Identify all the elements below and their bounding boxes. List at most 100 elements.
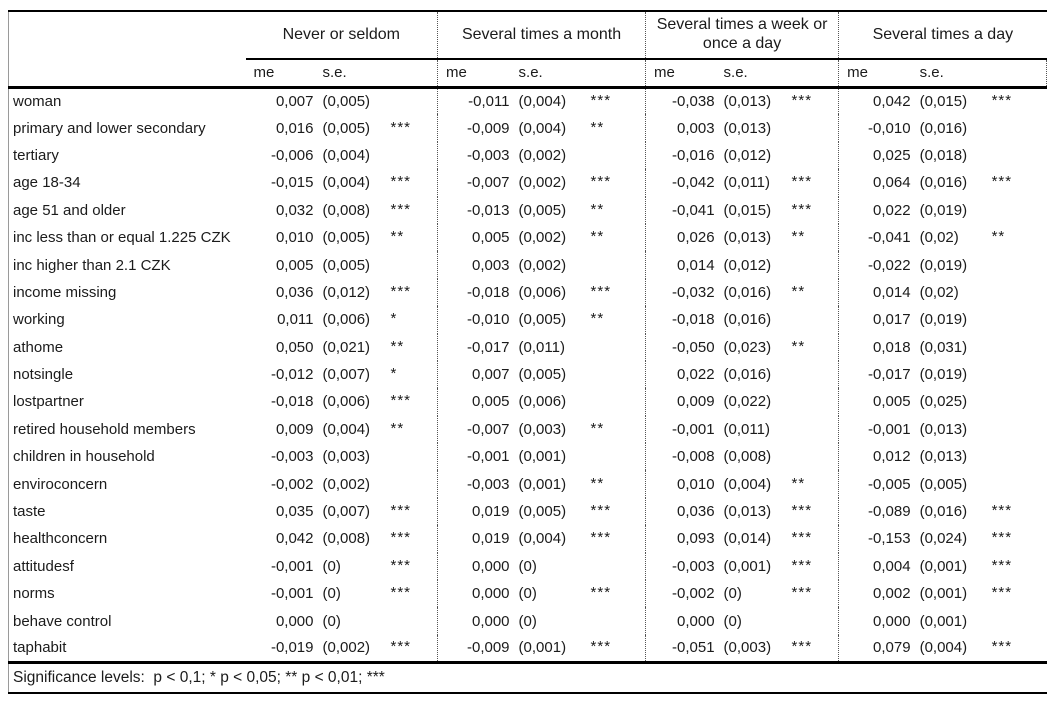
marginal-effect-value: -0,002 xyxy=(645,580,719,608)
marginal-effect-value: 0,005 xyxy=(275,256,314,274)
standard-error-value: (0,008) xyxy=(723,448,772,466)
significance-stars: *** xyxy=(386,197,438,224)
table-row: woman 0,007 (0,005) -0,011 (0,004) *** -0,038(… xyxy=(9,87,1047,115)
stars-text: *** xyxy=(791,556,813,574)
stars-text: ** xyxy=(590,228,605,246)
significance-stars xyxy=(987,361,1047,388)
standard-error-value: (0,006) xyxy=(322,393,371,411)
stars-text: *** xyxy=(590,91,612,109)
stars-text: *** xyxy=(991,638,1013,656)
marginal-effect-value: 0,014 xyxy=(838,278,915,307)
stars-text: *** xyxy=(991,529,1013,547)
standard-error-value: (0,024) xyxy=(919,530,968,548)
marginal-effect-value: -0,041 xyxy=(645,196,719,224)
marginal-effect-value: -0,005 xyxy=(838,470,915,498)
row-label: primary and lower secondary xyxy=(13,119,206,137)
significance-stars: *** xyxy=(987,498,1047,525)
se-column-header: s.e. xyxy=(317,59,438,89)
standard-error-value: (0,013) xyxy=(723,92,772,110)
standard-error-value: (0,002) xyxy=(322,639,371,657)
marginal-effect-value: -0,015 xyxy=(270,174,314,192)
standard-error-value: (0,022) xyxy=(723,393,772,411)
standard-error-value: (0,012) xyxy=(723,146,772,164)
significance-stars: *** xyxy=(787,580,839,607)
marginal-effect-value: -0,001 xyxy=(270,557,314,575)
stars-text: *** xyxy=(791,584,813,602)
significance-stars: *** xyxy=(386,553,438,580)
significance-stars xyxy=(586,443,646,470)
marginal-effect-value: -0,041 xyxy=(838,223,915,252)
stars-text: *** xyxy=(390,118,412,136)
significance-stars xyxy=(586,334,646,361)
marginal-effect-value: 0,079 xyxy=(838,634,915,663)
standard-error-value: (0,007) xyxy=(322,503,371,521)
significance-stars: *** xyxy=(586,87,646,114)
stars-text: *** xyxy=(791,91,813,109)
significance-stars xyxy=(987,306,1047,333)
significance-stars: ** xyxy=(787,279,839,306)
significance-stars xyxy=(586,607,646,634)
se-column-header: s.e. xyxy=(914,59,1048,89)
marginal-effect-value: 0,064 xyxy=(838,169,915,197)
marginal-effect-value: 0,035 xyxy=(275,503,314,521)
significance-stars xyxy=(586,553,646,580)
standard-error-value: (0,006) xyxy=(518,283,567,301)
column-group-header: Several times a month xyxy=(437,11,646,60)
marginal-effect-value: 0,036 xyxy=(275,283,314,301)
row-label: working xyxy=(13,311,65,329)
significance-stars: ** xyxy=(787,224,839,251)
row-label-header-cell xyxy=(8,59,246,89)
significance-stars xyxy=(987,607,1047,634)
marginal-effect-value: 0,003 xyxy=(437,251,514,279)
me-column-header: me xyxy=(437,59,514,89)
marginal-effect-value: 0,004 xyxy=(838,552,915,581)
stars-text: ** xyxy=(590,200,605,218)
standard-error-value: (0,005) xyxy=(322,92,371,110)
table-row: healthconcern 0,042 (0,008) *** 0,019 (0,004)… xyxy=(9,525,1047,553)
standard-error-value: (0,004) xyxy=(322,174,371,192)
marginal-effect-value: 0,012 xyxy=(838,443,915,471)
standard-error-value: (0,004) xyxy=(723,475,772,493)
standard-error-value: (0,005) xyxy=(518,311,567,329)
marginal-effect-value: 0,025 xyxy=(838,141,915,170)
table-row: enviroconcern -0,002 (0,002) -0,003 (0,001) *… xyxy=(9,470,1047,498)
marginal-effect-value: 0,002 xyxy=(838,580,915,608)
marginal-effect-value: -0,009 xyxy=(437,114,514,142)
significance-stars xyxy=(386,251,438,278)
significance-stars xyxy=(586,251,646,278)
standard-error-value: (0,013) xyxy=(723,119,772,137)
table-row: inc less than or equal 1.225 CZK 0,010 (0,… xyxy=(9,223,1047,252)
stars-text: ** xyxy=(791,282,806,300)
marginal-effect-value: -0,089 xyxy=(838,497,915,526)
stars-text: *** xyxy=(590,584,612,602)
significance-stars: *** xyxy=(987,87,1047,114)
table-row: taste 0,035 (0,007) *** 0,019 (0,005) *** 0,036… xyxy=(9,497,1047,526)
standard-error-value: (0,014) xyxy=(723,530,772,548)
se-column-header: s.e. xyxy=(718,59,839,89)
significance-stars: *** xyxy=(386,169,438,196)
standard-error-value: (0,004) xyxy=(322,420,371,438)
marginal-effect-value: 0,000 xyxy=(645,607,719,635)
stars-text: ** xyxy=(791,228,806,246)
marginal-effect-value: 0,018 xyxy=(838,333,915,361)
marginal-effect-value: -0,022 xyxy=(838,251,915,279)
stars-text: *** xyxy=(390,502,412,520)
marginal-effect-value: -0,010 xyxy=(838,114,915,142)
significance-stars xyxy=(386,470,438,497)
standard-error-value: (0,004) xyxy=(518,530,567,548)
stars-text: *** xyxy=(590,529,612,547)
standard-error-value: (0,001) xyxy=(518,639,567,657)
stars-text: *** xyxy=(991,556,1013,574)
significance-stars xyxy=(987,142,1047,169)
standard-error-value: (0,001) xyxy=(919,557,968,575)
significance-stars: ** xyxy=(787,334,839,361)
significance-stars: ** xyxy=(586,114,646,141)
standard-error-value: (0,015) xyxy=(723,201,772,219)
marginal-effect-value: -0,038 xyxy=(645,87,719,115)
standard-error-value: (0,013) xyxy=(919,420,968,438)
row-label: income missing xyxy=(13,283,117,301)
significance-stars xyxy=(586,142,646,169)
marginal-effect-value: 0,000 xyxy=(437,580,514,608)
standard-error-value: (0,004) xyxy=(518,119,567,137)
